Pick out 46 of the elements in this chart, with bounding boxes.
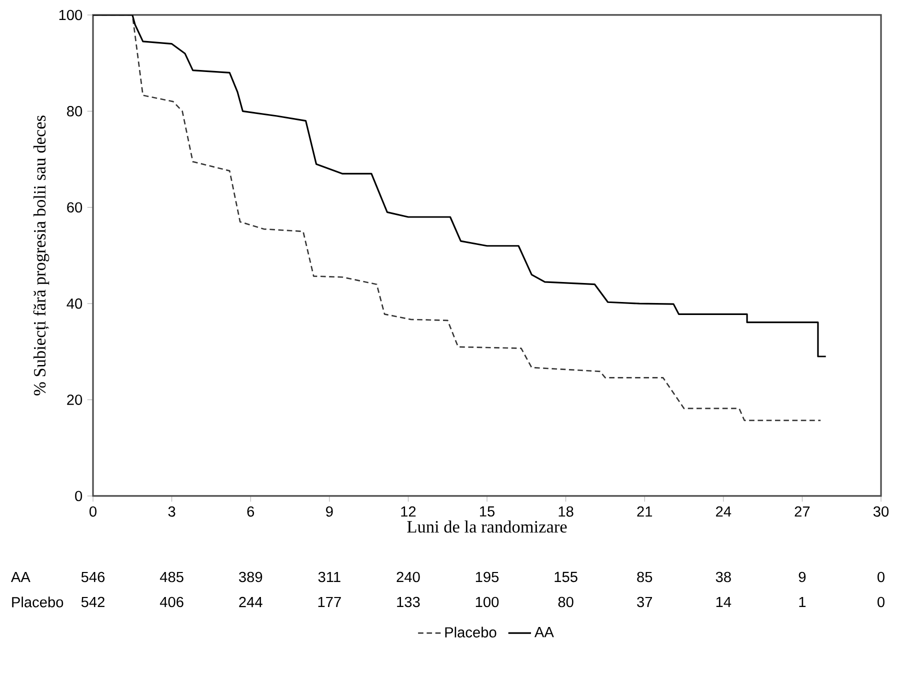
- y-tick-label: 60: [67, 202, 82, 213]
- text: 133: [397, 596, 420, 608]
- text: 155: [554, 572, 578, 582]
- text: 1: [799, 596, 806, 608]
- legend-label: Placebo: [445, 626, 496, 638]
- x-tick-label: 24: [716, 506, 732, 517]
- text: AA: [10, 572, 30, 582]
- text: 542: [81, 596, 104, 608]
- text: 80: [558, 596, 574, 608]
- text: 14: [716, 596, 732, 608]
- text: 0: [878, 572, 884, 582]
- y-tick-label: 20: [67, 394, 82, 405]
- x-tick-label: 18: [558, 506, 574, 517]
- text: 485: [160, 572, 184, 582]
- x-tick-label: 21: [637, 506, 652, 517]
- text: 406: [160, 596, 184, 608]
- legend-label: AA: [534, 627, 554, 638]
- text: 311: [318, 572, 340, 582]
- x-tick-label: 0: [90, 506, 96, 517]
- text: 38: [716, 572, 731, 582]
- text: 195: [476, 572, 499, 582]
- text: 240: [396, 572, 420, 582]
- text: Placebo: [12, 596, 64, 608]
- y-axis-title: % Subiecți fără progresia bolii sau deces: [33, 116, 50, 396]
- text: 100: [476, 596, 499, 608]
- line-series: [93, 14, 827, 358]
- text: 0: [878, 596, 884, 608]
- text: 177: [318, 596, 341, 608]
- x-tick-label: 27: [794, 506, 810, 517]
- x-tick-label: 30: [873, 506, 889, 517]
- x-tick-label: 15: [480, 506, 495, 517]
- text: 546: [81, 572, 105, 582]
- text: 37: [637, 596, 652, 608]
- x-tick-label: 6: [247, 506, 254, 517]
- y-tick-label: 40: [66, 298, 82, 309]
- y-tick-label: 0: [75, 490, 82, 502]
- text: 389: [238, 572, 262, 582]
- text: 85: [637, 572, 652, 582]
- x-tick-label: 12: [401, 506, 416, 517]
- text: 244: [239, 596, 262, 608]
- x-axis-title: Luni de la randomizare: [407, 520, 567, 533]
- y-tick-label: 100: [59, 10, 82, 20]
- x-tick-label: 9: [326, 506, 333, 517]
- text: 9: [798, 572, 806, 582]
- x-tick-label: 3: [168, 506, 176, 517]
- y-tick-label: 80: [67, 106, 82, 116]
